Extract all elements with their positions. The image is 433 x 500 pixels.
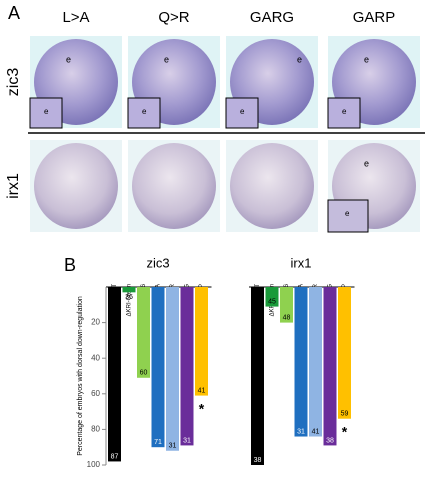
y-axis-label: Percentage of embryos with dorsal down-r…	[77, 296, 84, 456]
y-tick-label: 20	[91, 318, 100, 327]
bar	[251, 287, 264, 465]
bar	[122, 287, 136, 293]
bar	[151, 287, 165, 448]
bar	[180, 287, 194, 446]
bar	[195, 287, 208, 396]
bar	[323, 287, 337, 446]
column-label: L>A	[62, 9, 89, 26]
embryo	[230, 143, 314, 229]
inset	[225, 97, 259, 129]
count-label: 41	[198, 387, 206, 394]
marker: e	[342, 107, 347, 116]
panel-a: L>A Q>R GARG GARP zic3 irx1 e e e e e e e e e e	[5, 9, 420, 233]
bar	[338, 287, 351, 419]
marker: e	[164, 54, 169, 64]
marker: e	[142, 107, 147, 116]
inset	[327, 97, 361, 129]
y-tick-label: 80	[91, 425, 100, 434]
count-label: 48	[283, 314, 291, 321]
count-label: 45	[268, 298, 276, 305]
y-tick-label: 60	[91, 389, 100, 398]
chart-title: irx1	[291, 255, 312, 270]
count-label: 60	[140, 370, 148, 377]
count-label: 59	[341, 411, 349, 418]
count-label: 71	[154, 439, 162, 446]
inset	[327, 199, 369, 233]
bar	[280, 287, 293, 323]
row-label: zic3	[5, 68, 22, 97]
chart-title: zic3	[146, 255, 169, 270]
marker: e	[44, 107, 49, 116]
count-label: 38	[254, 457, 262, 464]
annotation: *	[342, 423, 348, 439]
inset	[29, 97, 63, 129]
y-tick-label: 40	[91, 353, 100, 362]
bar	[294, 287, 308, 437]
count-label: 31	[297, 428, 305, 435]
count-label: 36	[125, 294, 133, 301]
marker: e	[240, 107, 245, 116]
inset	[127, 97, 161, 129]
panel-label: B	[64, 255, 76, 275]
bar	[108, 287, 121, 462]
panel-label: A	[8, 3, 20, 23]
bar	[265, 287, 279, 307]
marker: e	[297, 54, 302, 64]
bar	[309, 287, 322, 437]
bar	[166, 287, 179, 451]
marker: e	[364, 158, 369, 168]
row-label: irx1	[5, 173, 22, 199]
column-label: GARG	[250, 9, 294, 26]
marker: e	[345, 209, 350, 218]
count-label: 31	[183, 437, 191, 444]
y-tick-label: 100	[87, 460, 101, 469]
embryo	[132, 143, 216, 229]
count-label: 87	[111, 453, 119, 460]
embryo	[34, 143, 118, 229]
count-label: 31	[169, 443, 177, 450]
annotation: *	[199, 400, 205, 416]
column-label: Q>R	[158, 9, 189, 26]
column-label: GARP	[353, 9, 396, 26]
count-label: 38	[326, 437, 334, 444]
marker: e	[66, 54, 71, 64]
count-label: 41	[312, 428, 320, 435]
x-tick-label: ΔKRI-Cterm	[127, 284, 133, 316]
bar	[137, 287, 150, 378]
marker: e	[364, 54, 369, 64]
